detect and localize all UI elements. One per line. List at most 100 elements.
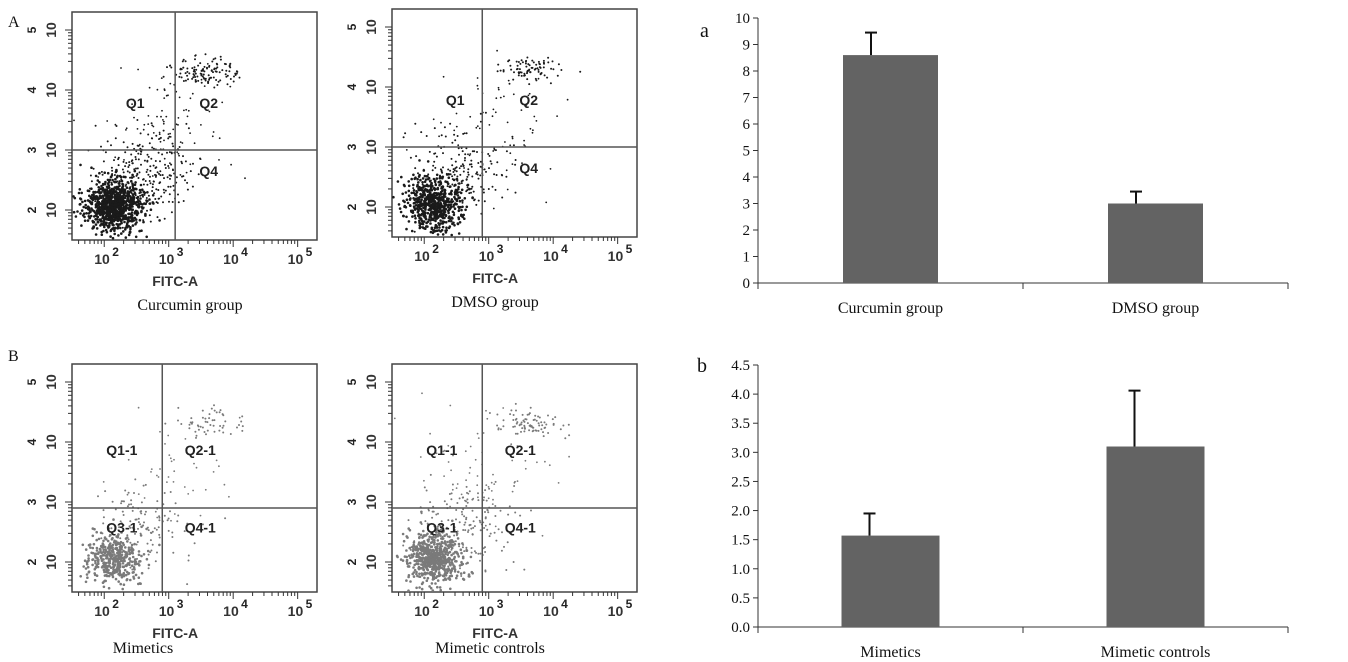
flow-dot xyxy=(464,157,466,159)
flow-dot xyxy=(159,468,161,470)
flow-dot xyxy=(191,92,194,95)
flow-dot xyxy=(134,235,138,239)
flow-dot xyxy=(479,559,481,562)
flow-dot xyxy=(433,127,436,130)
flow-dot xyxy=(400,175,403,179)
flow-dot xyxy=(112,541,116,544)
flow-dot xyxy=(470,570,474,574)
flow-dot xyxy=(102,160,105,163)
x-tick-label: DMSO group xyxy=(1112,300,1200,317)
flow-dot xyxy=(430,582,434,585)
flow-dot xyxy=(226,83,229,86)
y-tick-label: 5 xyxy=(743,144,751,160)
flow-dot xyxy=(187,559,190,562)
flow-dot xyxy=(445,526,448,529)
flow-dot xyxy=(514,511,517,514)
flow-dot xyxy=(112,566,115,569)
flow-dot xyxy=(114,217,117,221)
flow-dot xyxy=(464,529,467,532)
flow-dot xyxy=(521,413,524,416)
flow-dot xyxy=(139,147,142,150)
flow-dot xyxy=(133,168,136,171)
flow-dot xyxy=(443,195,447,198)
y-tick-exponent: 3 xyxy=(25,498,39,505)
flow-dot xyxy=(494,149,497,152)
flow-dot xyxy=(460,208,463,212)
flow-dot xyxy=(420,523,423,525)
flow-dot xyxy=(444,221,448,224)
flow-dot xyxy=(181,175,183,178)
flow-dot xyxy=(441,552,444,555)
flow-dot xyxy=(130,543,134,547)
flow-dot xyxy=(424,520,427,523)
flow-dot xyxy=(533,115,536,118)
flow-dot xyxy=(207,82,210,84)
flow-dot xyxy=(139,153,142,156)
flow-dot xyxy=(434,223,438,227)
flow-dot xyxy=(83,219,87,222)
flow-dot xyxy=(451,488,454,491)
flow-dot xyxy=(219,79,222,82)
flow-dot xyxy=(127,182,130,185)
flow-dot xyxy=(200,78,203,81)
flow-dot xyxy=(167,529,170,532)
flow-dot xyxy=(431,211,434,214)
flow-dot xyxy=(467,153,469,156)
flow-dot xyxy=(426,553,430,556)
flow-dot xyxy=(144,510,147,513)
flow-dot xyxy=(431,516,434,519)
flow-dot xyxy=(467,188,470,191)
flow-dot xyxy=(171,201,174,203)
flow-dot xyxy=(457,144,460,147)
flow-dot xyxy=(410,177,413,181)
flow-dot xyxy=(452,200,455,203)
flow-dot xyxy=(107,190,111,194)
flow-dot xyxy=(156,516,159,519)
flow-dot xyxy=(470,187,473,190)
flow-dot xyxy=(454,197,457,201)
flow-dot xyxy=(103,579,106,582)
flow-dot xyxy=(235,70,238,73)
flow-dot xyxy=(112,568,115,571)
flow-dot xyxy=(409,204,412,207)
flow-dot xyxy=(228,70,231,73)
flow-dot xyxy=(509,144,512,147)
y-tick-label: 3 xyxy=(743,197,751,213)
flow-dot xyxy=(477,499,480,502)
flow-dot xyxy=(160,77,163,79)
flow-dot xyxy=(94,191,97,194)
flow-dot xyxy=(402,214,405,218)
flow-dot xyxy=(131,142,134,145)
flow-dot xyxy=(80,224,83,227)
flow-dot xyxy=(177,193,179,196)
flow-dot xyxy=(430,552,433,555)
flow-dot xyxy=(161,109,163,112)
flow-dot xyxy=(443,201,446,205)
flow-dot xyxy=(486,417,489,420)
flow-dot xyxy=(477,552,480,555)
flow-dot xyxy=(142,206,145,209)
flow-dot xyxy=(438,542,441,545)
flow-dot xyxy=(154,198,157,200)
y-tick-exponent: 2 xyxy=(25,558,39,565)
flow-dot xyxy=(102,561,106,564)
flow-dot xyxy=(132,575,135,579)
flow-dot xyxy=(114,137,117,140)
flow-dot xyxy=(183,530,186,533)
flow-dot xyxy=(416,183,419,187)
flow-dot xyxy=(439,168,442,171)
flow-dot xyxy=(135,203,139,207)
flow-dot xyxy=(445,533,448,536)
x-tick-label: 10 xyxy=(479,248,495,264)
flow-dot xyxy=(477,492,479,495)
flow-dot xyxy=(118,545,122,549)
flow-dot xyxy=(134,574,137,577)
flow-dot xyxy=(158,197,161,200)
flow-dot xyxy=(489,532,492,535)
flow-dot xyxy=(449,505,451,508)
flow-dot xyxy=(537,68,540,71)
flow-dot xyxy=(143,521,145,524)
flow-dot xyxy=(115,568,119,572)
flow-dot xyxy=(450,198,454,201)
flow-dot xyxy=(419,213,422,217)
